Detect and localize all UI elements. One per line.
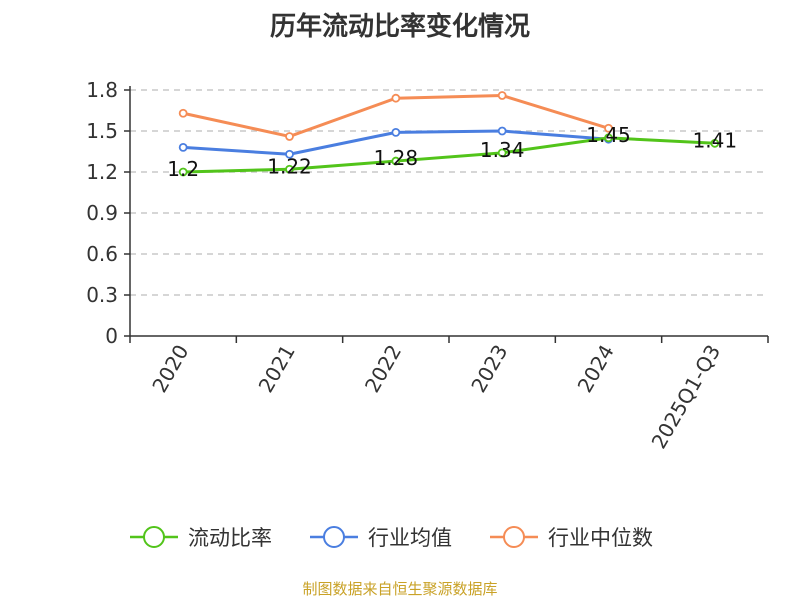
data-label-2024: 1.45 [586,123,631,147]
y-tick-label-1: 0.3 [86,283,118,307]
data-labels: 1.2 1.22 1.28 1.34 1.45 1.41 [167,123,737,181]
chart-title: 历年流动比率变化情况 [269,12,530,42]
legend-label-行业均值: 行业均值 [368,526,452,550]
series-流动比率 [178,133,720,177]
legend[interactable]: 流动比率 行业均值 行业中位数 [130,526,653,550]
data-label-2023: 1.34 [480,138,525,162]
data-point-行业均值-2021[interactable] [285,149,294,159]
source-footer: 制图数据来自恒生聚源数据库 [302,580,498,598]
x-tick-label-2: 2022 [360,341,406,397]
series-line-流动比率 [183,136,715,174]
data-point-行业均值-2023[interactable] [497,126,507,136]
data-point-行业中位数-2023[interactable] [497,91,507,100]
y-tick-label-0: 0 [105,324,118,348]
data-point-行业均值-2020[interactable] [178,142,188,152]
legend-item-行业中位数[interactable]: 行业中位数 [490,526,653,550]
data-point-流动比率-2022[interactable] [391,156,401,166]
data-point-流动比率-2024[interactable] [604,133,613,143]
axes: 0 0.3 0.6 0.9 1.2 1.5 1.8 2020 2021 2022 2023 2024 2… [86,78,769,453]
y-tick-label-6: 1.8 [86,78,118,102]
data-label-2020: 1.2 [167,157,199,181]
data-point-行业中位数-2021[interactable] [285,132,294,141]
legend-label-行业中位数: 行业中位数 [548,526,653,550]
y-tick-label-5: 1.5 [86,119,118,143]
data-point-行业均值-2022[interactable] [391,127,401,137]
series-lines [178,91,720,177]
legend-item-流动比率[interactable]: 流动比率 [130,526,272,550]
x-tick-label-3: 2023 [466,340,512,396]
y-tick-label-4: 1.2 [86,160,118,184]
y-tick-label-2: 0.6 [86,242,118,266]
legend-marker-行业均值 [323,526,345,548]
data-point-流动比率-2025Q1-Q3[interactable] [710,138,720,148]
legend-marker-流动比率 [143,526,165,548]
legend-label-流动比率: 流动比率 [188,526,272,550]
series-行业均值 [178,126,613,159]
legend-marker-行业中位数 [503,526,525,548]
data-point-流动比率-2020[interactable] [178,167,188,177]
y-tick-label-3: 0.9 [86,201,118,225]
data-point-流动比率-2023[interactable] [497,148,507,158]
data-point-流动比率-2021[interactable] [285,164,294,174]
x-tick-label-4: 2024 [573,341,619,397]
legend-item-行业均值[interactable]: 行业均值 [310,526,452,550]
data-label-2022: 1.28 [374,146,419,170]
x-tick-label-1: 2021 [254,341,300,397]
data-label-2025Q1-Q3: 1.41 [693,128,738,152]
data-point-行业中位数-2022[interactable] [391,93,401,103]
grid-lines [130,89,768,296]
data-label-2021: 1.22 [267,154,312,178]
data-point-行业中位数-2020[interactable] [178,108,188,118]
data-point-行业中位数-2024[interactable] [604,123,613,133]
x-tick-label-0: 2020 [147,341,193,397]
series-行业中位数 [178,91,613,141]
x-tick-label-5: 2025Q1-Q3 [646,341,725,453]
